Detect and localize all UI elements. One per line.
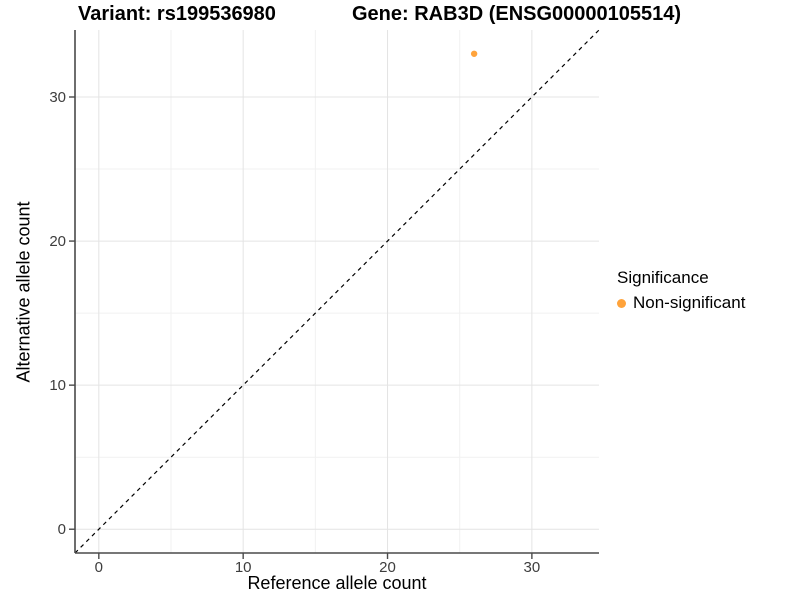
legend-items: Non-significant [617,293,745,313]
x-tick-label: 30 [524,559,541,576]
x-tick-label: 0 [95,559,103,576]
legend-title: Significance [617,268,709,287]
plot-title-gene: Gene: RAB3D (ENSG00000105514) [352,3,682,25]
y-tick-label: 0 [58,521,66,538]
y-tick-label: 20 [49,233,66,250]
x-tick-label: 10 [235,559,252,576]
y-tick-label: 30 [49,89,66,106]
y-tick-label: 10 [49,377,66,394]
legend-item-label: Non-significant [633,293,746,312]
legend-item: Non-significant [617,293,745,313]
data-point [470,50,478,57]
y-axis-title: Alternative allele count [13,201,34,383]
plot-title-variant: Variant: rs199536980 [78,3,276,25]
x-axis-title: Reference allele count [247,573,427,593]
x-tick-label: 20 [379,559,396,576]
identity-dashed-line [74,29,600,554]
legend-point-icon [617,298,626,308]
legend: Significance Non-significant [617,268,745,313]
